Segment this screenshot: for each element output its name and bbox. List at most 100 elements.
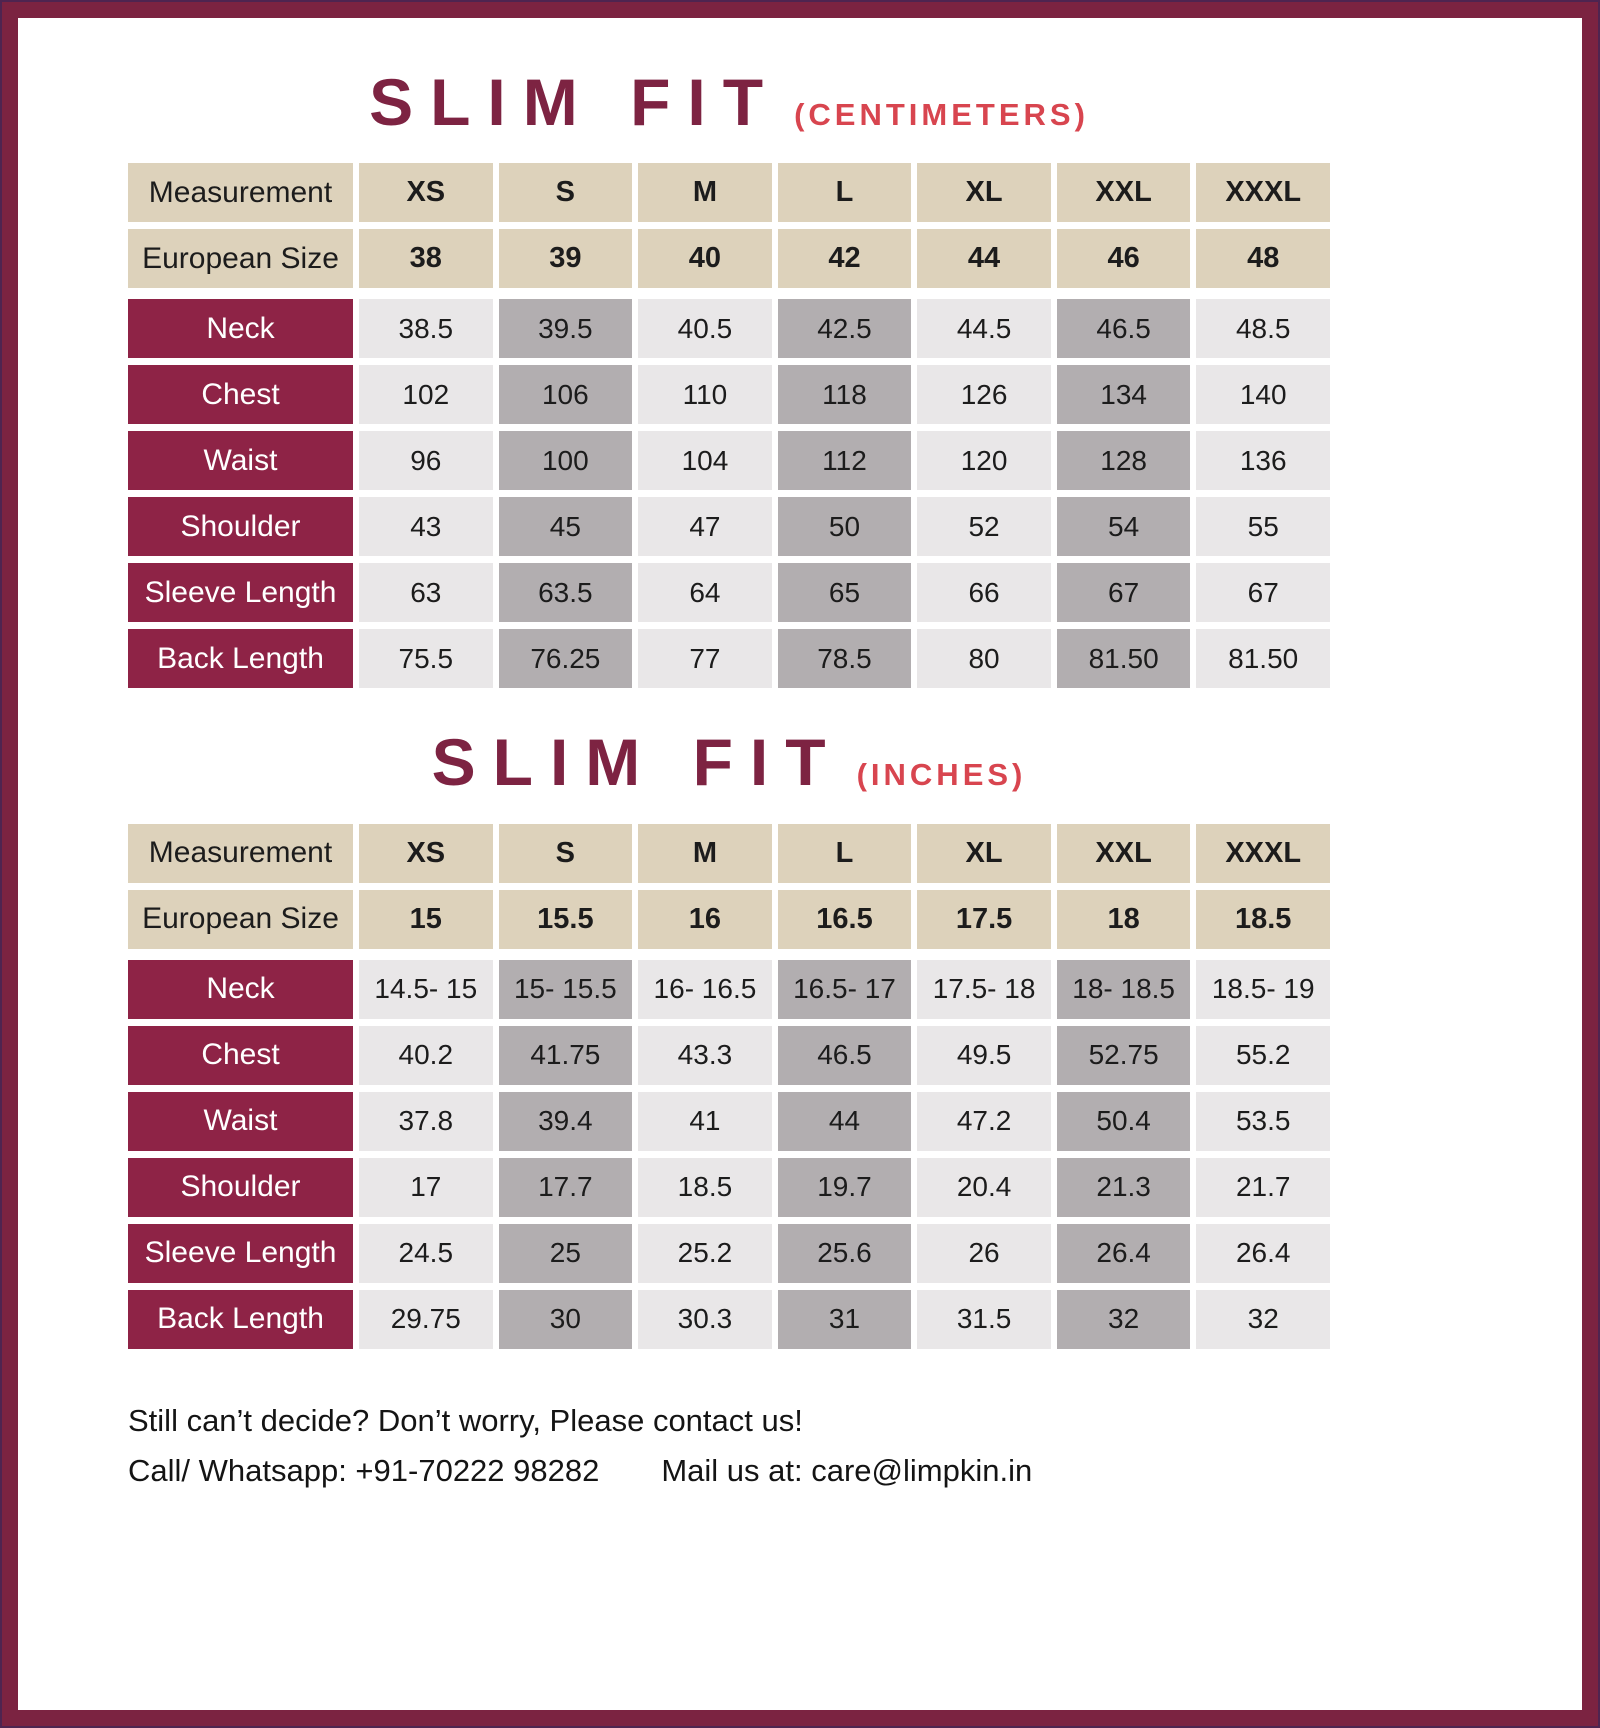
size-header-cell: XL xyxy=(917,163,1051,223)
european-size-value: 46 xyxy=(1056,229,1191,289)
european-size-value: 48 xyxy=(1196,229,1330,289)
measurement-value-cell: 55 xyxy=(1196,497,1330,557)
slim-fit-cm-title: SLIM FIT (CENTIMETERS) xyxy=(128,18,1330,137)
measurement-label: Shoulder xyxy=(128,497,353,557)
measurement-value-cell: 64 xyxy=(638,563,772,623)
measurement-value-cell: 100 xyxy=(498,431,633,491)
measurement-value-cell: 106 xyxy=(498,365,633,425)
european-size-value: 17.5 xyxy=(917,889,1051,949)
measurement-label: Neck xyxy=(128,959,353,1019)
measurement-value-cell: 47 xyxy=(638,497,772,557)
measurement-label: Chest xyxy=(128,365,353,425)
measurement-value-cell: 42.5 xyxy=(777,299,912,359)
measurement-value-cell: 67 xyxy=(1196,563,1330,623)
inches-table-body: Neck 14.5- 15 15- 15.5 16- 16.5 16.5- 17 17.5… xyxy=(128,959,1330,1349)
size-header-cell: XXL xyxy=(1056,823,1191,883)
european-size-label: European Size xyxy=(128,889,353,949)
footer-line1: Still can’t decide? Don’t worry, Please … xyxy=(128,1402,803,1438)
measurement-value-cell: 38.5 xyxy=(359,299,493,359)
european-size-value: 39 xyxy=(498,229,633,289)
measurement-label: Back Length xyxy=(128,629,353,689)
slim-fit-inches-title: SLIM FIT (INCHES) xyxy=(128,688,1330,797)
measurement-value-cell: 63 xyxy=(359,563,493,623)
measurement-value-cell: 44 xyxy=(777,1091,912,1151)
european-size-value: 18 xyxy=(1056,889,1191,949)
measurement-value-cell: 41.75 xyxy=(498,1025,633,1085)
european-size-value: 16.5 xyxy=(777,889,912,949)
measurement-value-cell: 81.50 xyxy=(1196,629,1330,689)
measurement-label: Shoulder xyxy=(128,1157,353,1217)
measurement-label: Chest xyxy=(128,1025,353,1085)
measurement-value-cell: 14.5- 15 xyxy=(359,959,493,1019)
measurement-value-cell: 45 xyxy=(498,497,633,557)
measurement-label: Waist xyxy=(128,431,353,491)
measurement-value-cell: 55.2 xyxy=(1196,1025,1330,1085)
measurement-value-cell: 102 xyxy=(359,365,493,425)
measurement-value-cell: 134 xyxy=(1056,365,1191,425)
measurement-value-cell: 39.5 xyxy=(498,299,633,359)
measurement-value-cell: 21.7 xyxy=(1196,1157,1330,1217)
measurement-label: Sleeve Length xyxy=(128,1223,353,1283)
measurement-value-cell: 140 xyxy=(1196,365,1330,425)
european-size-value: 40 xyxy=(638,229,772,289)
size-chart-content: SLIM FIT (CENTIMETERS) Measurement XS S M L XL… xyxy=(128,18,1330,1489)
measurement-value-cell: 19.7 xyxy=(777,1157,912,1217)
slim-fit-cm-table: Measurement XS S M L XL XXL XXXL European Size 38… xyxy=(128,163,1330,689)
european-size-value: 38 xyxy=(359,229,493,289)
title-text: SLIM FIT xyxy=(369,65,781,139)
measurement-value-cell: 30.3 xyxy=(638,1289,772,1349)
european-size-value: 15.5 xyxy=(498,889,633,949)
size-header-cell: L xyxy=(777,823,912,883)
measurement-value-cell: 50 xyxy=(777,497,912,557)
measurement-value-cell: 26.4 xyxy=(1056,1223,1191,1283)
measurement-value-cell: 104 xyxy=(638,431,772,491)
european-size-value: 42 xyxy=(777,229,912,289)
measurement-value-cell: 25.6 xyxy=(777,1223,912,1283)
title-unit-inches: (INCHES) xyxy=(856,757,1027,793)
measurement-value-cell: 31.5 xyxy=(917,1289,1051,1349)
measurement-value-cell: 20.4 xyxy=(917,1157,1051,1217)
measurement-label: Neck xyxy=(128,299,353,359)
measurement-value-cell: 18.5- 19 xyxy=(1196,959,1330,1019)
measurement-value-cell: 80 xyxy=(917,629,1051,689)
measurement-label: Sleeve Length xyxy=(128,563,353,623)
measurement-value-cell: 54 xyxy=(1056,497,1191,557)
measurement-value-cell: 78.5 xyxy=(777,629,912,689)
footer-line2: Call/ Whatsapp: +91-70222 98282 Mail us a… xyxy=(128,1453,1330,1489)
size-header-cell: S xyxy=(498,823,633,883)
size-header-cell: XXXL xyxy=(1196,163,1330,223)
measurement-header-cell: Measurement xyxy=(128,823,353,883)
european-size-value: 18.5 xyxy=(1196,889,1330,949)
european-size-value: 16 xyxy=(638,889,772,949)
size-header-cell: S xyxy=(498,163,633,223)
measurement-value-cell: 49.5 xyxy=(917,1025,1051,1085)
measurement-value-cell: 52.75 xyxy=(1056,1025,1191,1085)
size-header-cell: XS xyxy=(359,163,493,223)
measurement-value-cell: 46.5 xyxy=(1056,299,1191,359)
measurement-value-cell: 112 xyxy=(777,431,912,491)
measurement-value-cell: 26 xyxy=(917,1223,1051,1283)
size-header-cell: XS xyxy=(359,823,493,883)
measurement-value-cell: 25.2 xyxy=(638,1223,772,1283)
size-header-cell: M xyxy=(638,163,772,223)
measurement-value-cell: 76.25 xyxy=(498,629,633,689)
contact-footer: Still can’t decide? Don’t worry, Please … xyxy=(128,1403,1330,1489)
measurement-value-cell: 17.5- 18 xyxy=(917,959,1051,1019)
measurement-value-cell: 31 xyxy=(777,1289,912,1349)
measurement-value-cell: 40.2 xyxy=(359,1025,493,1085)
measurement-value-cell: 15- 15.5 xyxy=(498,959,633,1019)
size-header-cell: XXXL xyxy=(1196,823,1330,883)
measurement-value-cell: 41 xyxy=(638,1091,772,1151)
measurement-value-cell: 50.4 xyxy=(1056,1091,1191,1151)
title-text: SLIM FIT xyxy=(431,725,843,800)
measurement-label: Back Length xyxy=(128,1289,353,1349)
measurement-value-cell: 32 xyxy=(1056,1289,1191,1349)
measurement-value-cell: 126 xyxy=(917,365,1051,425)
measurement-value-cell: 128 xyxy=(1056,431,1191,491)
measurement-value-cell: 47.2 xyxy=(917,1091,1051,1151)
measurement-value-cell: 16- 16.5 xyxy=(638,959,772,1019)
measurement-value-cell: 48.5 xyxy=(1196,299,1330,359)
measurement-value-cell: 75.5 xyxy=(359,629,493,689)
size-header-cell: XXL xyxy=(1056,163,1191,223)
